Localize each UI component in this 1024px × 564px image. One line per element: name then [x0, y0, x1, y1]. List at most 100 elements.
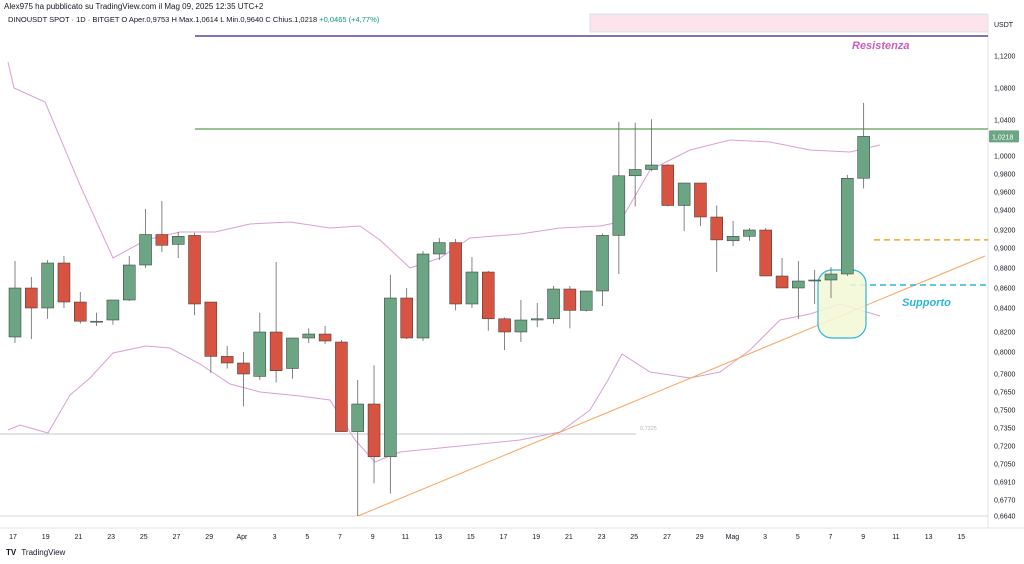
- candle-body: [465, 271, 479, 305]
- y-tick-label: 0,7800: [994, 372, 1016, 379]
- candle-body: [563, 288, 577, 311]
- y-tick-label: 0,9600: [994, 190, 1016, 197]
- bollinger-upper-band: [7, 61, 881, 269]
- x-tick-label: 11: [402, 534, 409, 541]
- candle-body: [612, 175, 626, 236]
- candle-body: [41, 262, 54, 309]
- candle-body: [628, 169, 642, 177]
- candle-body: [808, 279, 821, 282]
- y-tick-label: 0,6770: [994, 498, 1016, 505]
- candle-body: [74, 301, 87, 322]
- candle-body: [237, 362, 250, 375]
- x-tick-label: 25: [630, 534, 638, 541]
- x-tick-label: 11: [892, 534, 899, 541]
- x-tick-label: 23: [598, 534, 606, 541]
- y-tick-label: 1,0400: [994, 118, 1016, 125]
- candle-body: [269, 331, 283, 371]
- symbol-name[interactable]: DINOUSDT SPOT · 1D · BITGET: [8, 15, 120, 24]
- x-tick-label: 3: [273, 534, 277, 541]
- x-tick-label: 13: [925, 534, 933, 541]
- candle-body: [579, 290, 593, 311]
- candle-body: [367, 403, 381, 458]
- candle-body: [57, 262, 71, 303]
- x-tick-label: 5: [305, 534, 309, 541]
- change-value: +0,0465 (+4,77%): [319, 15, 380, 24]
- candle-body: [645, 164, 658, 170]
- y-tick-label: 0,9800: [994, 172, 1016, 179]
- candle-body: [726, 236, 740, 242]
- x-tick-label: 15: [957, 534, 965, 541]
- candle-body: [841, 177, 854, 275]
- x-tick-label: 27: [663, 534, 671, 541]
- candle-body: [514, 319, 528, 333]
- y-tick-label: 0,7050: [994, 462, 1016, 469]
- candle-body: [482, 271, 495, 320]
- candle-body: [90, 320, 103, 323]
- low-value: L Min.0,9640: [220, 15, 264, 24]
- x-tick-label: 29: [205, 534, 213, 541]
- candle-body: [155, 234, 169, 246]
- candle-body: [122, 264, 136, 301]
- x-tick-label: Apr: [236, 534, 248, 541]
- resistance-label: Resistenza: [852, 40, 909, 52]
- candle-body: [139, 234, 152, 266]
- y-tick-label: 0,7500: [994, 408, 1016, 415]
- support-label: Supporto: [902, 297, 951, 309]
- x-tick-label: 7: [338, 534, 342, 541]
- x-tick-label: Mag: [726, 534, 740, 541]
- x-tick-label: 9: [371, 534, 375, 541]
- candle-body: [857, 136, 870, 179]
- x-tick-label: 25: [140, 534, 148, 541]
- ascending-trendline: [357, 255, 986, 517]
- x-tick-label: 13: [434, 534, 442, 541]
- candle-body: [286, 337, 299, 369]
- candle-body: [204, 301, 218, 357]
- y-tick-label: 0,8600: [994, 286, 1016, 293]
- candle-body: [824, 273, 838, 281]
- candle-body: [433, 242, 446, 255]
- candle-body: [351, 403, 364, 432]
- candle-body: [694, 182, 707, 218]
- candle-body: [792, 280, 805, 289]
- y-tick-label: 0,7350: [994, 426, 1016, 433]
- last-price-tag: [989, 130, 1019, 143]
- y-tick-label: 0,8200: [994, 330, 1016, 337]
- candle-body: [106, 299, 120, 321]
- candle-body: [318, 333, 332, 342]
- y-tick-label: 0,6910: [994, 480, 1016, 487]
- x-tick-label: 5: [796, 534, 800, 541]
- x-tick-label: 9: [861, 534, 865, 541]
- y-tick-label: 0,9200: [994, 228, 1016, 235]
- y-tick-label: 0,9000: [994, 246, 1016, 253]
- candle-body: [302, 333, 316, 339]
- bollinger-lower-band: [7, 303, 881, 463]
- candle-body: [400, 297, 413, 339]
- candle-body: [498, 318, 511, 333]
- close-value: C Chius.1,0218: [265, 15, 318, 24]
- candle-body: [710, 216, 724, 241]
- x-tick-label: 23: [107, 534, 115, 541]
- y-tick-label: 0,6640: [994, 514, 1016, 521]
- tradingview-logo-icon: TV: [6, 548, 17, 557]
- y-tick-label: 1,1200: [994, 54, 1016, 61]
- x-tick-label: 3: [763, 534, 767, 541]
- last-price-label: 1,0218: [992, 134, 1014, 141]
- candle-body: [171, 236, 185, 245]
- publish-header: Alex975 ha pubblicato su TradingView.com…: [4, 2, 264, 11]
- candle-body: [677, 182, 691, 206]
- y-tick-label: 0,9400: [994, 208, 1016, 215]
- y-tick-label: 1,0000: [994, 154, 1016, 161]
- candle-body: [596, 235, 609, 292]
- x-tick-label: 7: [829, 534, 833, 541]
- y-tick-label: 1,0800: [994, 86, 1016, 93]
- y-tick-label: 0,7650: [994, 390, 1016, 397]
- candle-body: [759, 229, 772, 277]
- x-tick-label: 29: [696, 534, 704, 541]
- candle-body: [253, 331, 267, 377]
- candle-body: [775, 275, 789, 289]
- tradingview-footer: TV TradingView: [6, 548, 65, 557]
- candle-body: [384, 297, 397, 458]
- x-tick-label: 21: [75, 534, 83, 541]
- x-tick-label: 21: [565, 534, 573, 541]
